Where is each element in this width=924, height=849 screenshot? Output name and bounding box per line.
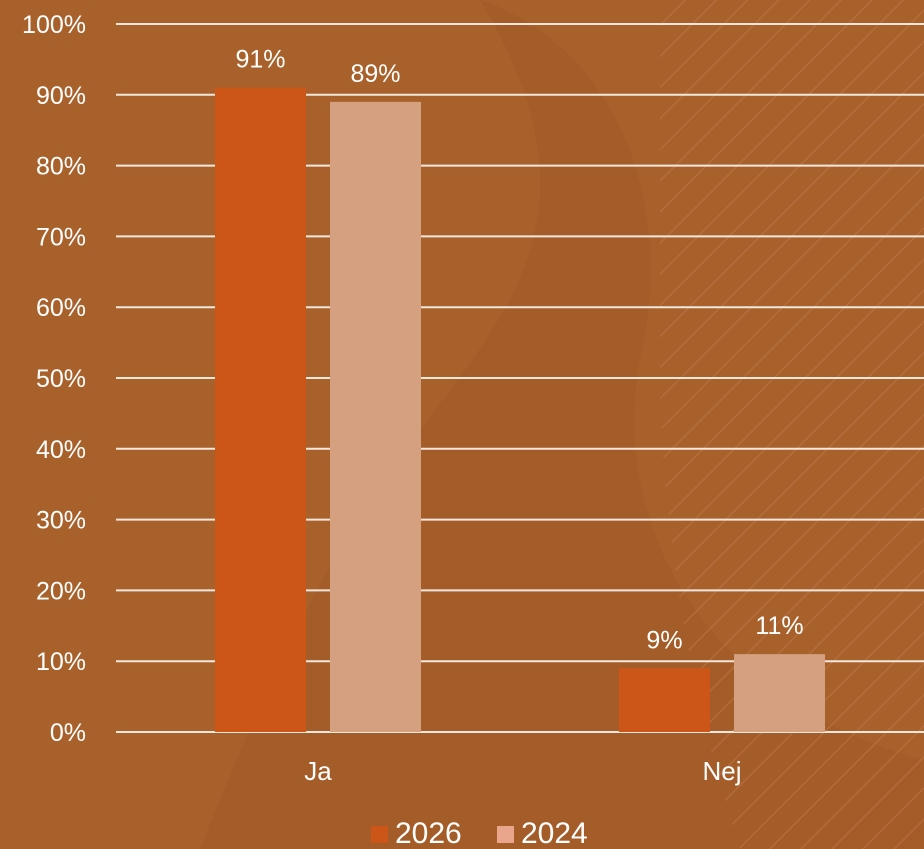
bar-2024-nej xyxy=(734,654,825,732)
data-label: 91% xyxy=(235,46,285,74)
bars xyxy=(215,87,825,733)
bar-2026-nej xyxy=(619,668,710,732)
legend-swatch-2024 xyxy=(497,826,514,843)
y-tick-label: 80% xyxy=(36,153,86,181)
y-tick-label: 30% xyxy=(36,507,86,535)
data-label: 11% xyxy=(755,612,803,640)
data-labels: 91% 89% 9% 11% xyxy=(235,46,803,655)
x-category-label: Ja xyxy=(304,756,332,786)
bar-2026-ja xyxy=(215,87,306,733)
y-tick-label: 40% xyxy=(36,436,86,464)
x-axis: Ja Nej xyxy=(304,756,741,786)
data-label: 9% xyxy=(646,626,682,654)
legend: 2026 2024 xyxy=(371,817,588,849)
legend-swatch-2026 xyxy=(371,826,388,843)
legend-label-2024: 2024 xyxy=(521,817,588,849)
legend-label-2026: 2026 xyxy=(395,817,462,849)
x-category-label: Nej xyxy=(702,756,741,786)
y-axis: 0% 10% 20% 30% 40% 50% 60% 70% 80% 90% 100% xyxy=(22,11,86,747)
y-tick-label: 60% xyxy=(36,294,86,322)
y-tick-label: 0% xyxy=(50,719,86,747)
data-label: 89% xyxy=(350,60,400,88)
y-tick-label: 20% xyxy=(36,577,86,605)
y-tick-label: 50% xyxy=(36,365,86,393)
y-tick-label: 90% xyxy=(36,82,86,110)
y-tick-label: 100% xyxy=(22,11,86,39)
y-tick-label: 70% xyxy=(36,223,86,251)
y-tick-label: 10% xyxy=(36,648,86,676)
bar-2024-ja xyxy=(330,101,421,732)
